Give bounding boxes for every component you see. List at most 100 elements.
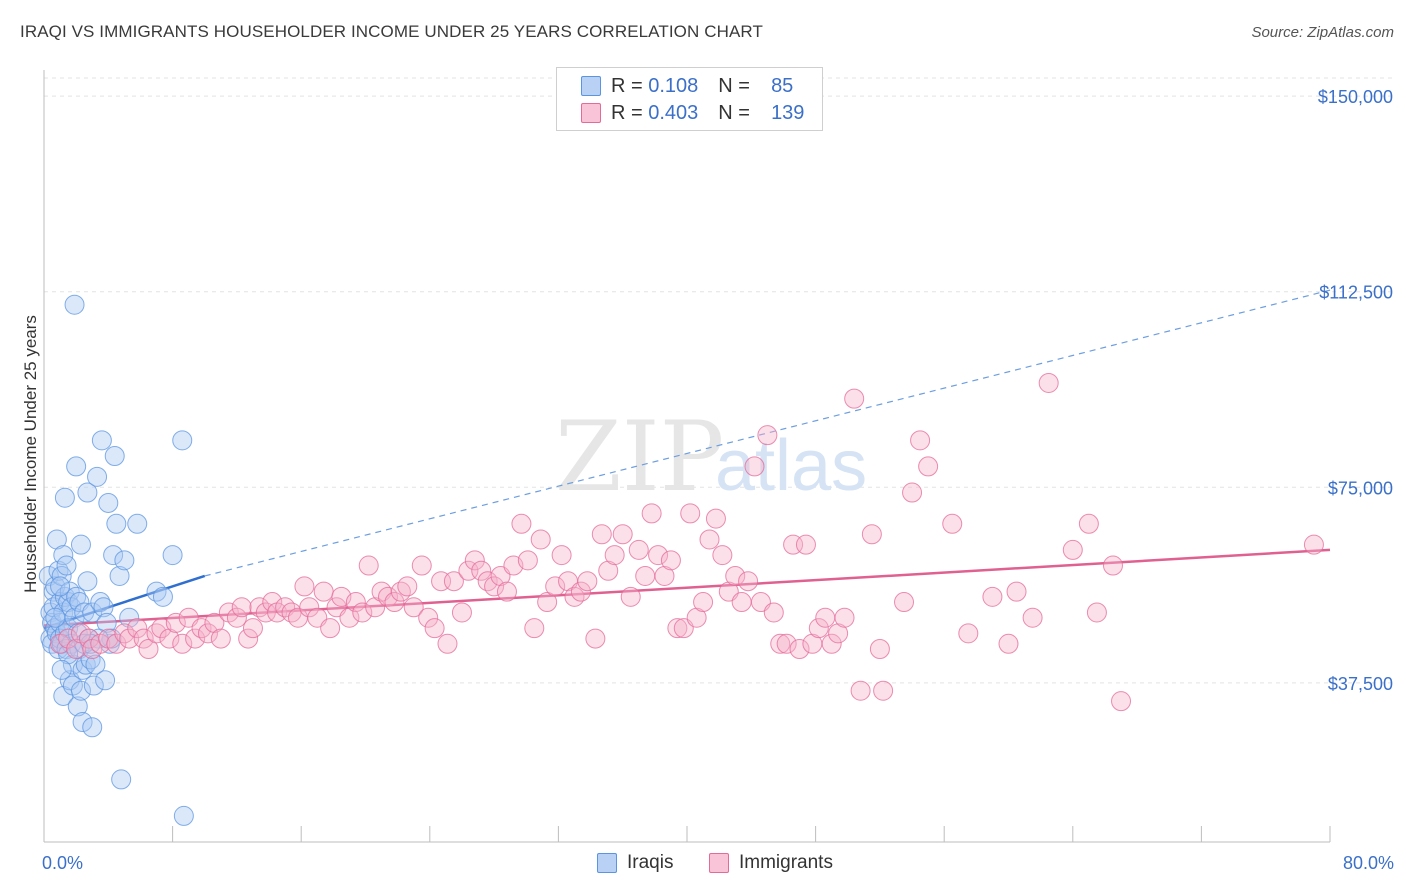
iraqis-point: [66, 586, 87, 607]
immigrants-point: [744, 456, 765, 477]
immigrants-point: [1086, 602, 1107, 623]
immigrants-point: [654, 565, 675, 586]
iraqis-point: [106, 513, 127, 534]
immigrants-point: [763, 602, 784, 623]
immigrants-point: [1038, 372, 1059, 393]
iraqis-point: [103, 545, 124, 566]
immigrants-point: [210, 628, 231, 649]
immigrants-point: [165, 612, 186, 633]
immigrants-point: [418, 607, 439, 628]
legend-r-label: R =: [611, 101, 643, 124]
chart-title: IRAQI VS IMMIGRANTS HOUSEHOLDER INCOME U…: [20, 22, 763, 41]
immigrants-point: [530, 529, 551, 550]
immigrants-point: [352, 602, 373, 623]
legend-n-label: N =: [718, 101, 750, 124]
immigrants-point: [712, 545, 733, 566]
iraqis-point: [91, 430, 112, 451]
iraqis-point: [172, 430, 193, 451]
immigrants-point: [496, 581, 517, 602]
immigrants-point: [776, 633, 797, 654]
iraqis-point: [87, 466, 108, 487]
immigrants-point: [451, 602, 472, 623]
immigrants-point: [358, 555, 379, 576]
legend-row-iraqis: R = 0.108 N = 85: [581, 73, 793, 99]
immigrants-point: [861, 524, 882, 545]
iraqis-point: [109, 565, 130, 586]
immigrants-point: [873, 680, 894, 701]
x-tick-label-min: 0.0%: [42, 853, 84, 873]
iraqis-point: [70, 680, 91, 701]
iraqis-point: [114, 550, 135, 571]
immigrants-point: [551, 545, 572, 566]
immigrants-point: [795, 534, 816, 555]
iraqis-point: [66, 456, 87, 477]
iraqis-point: [90, 592, 111, 613]
legend-swatch-iraqis: [581, 76, 601, 96]
iraqis-point: [70, 534, 91, 555]
immigrants-point: [1111, 691, 1132, 712]
legend-n-value: 85: [771, 74, 794, 97]
immigrants-point: [390, 581, 411, 602]
immigrants-point: [477, 571, 498, 592]
immigrants-point: [958, 623, 979, 644]
immigrants-point: [537, 592, 558, 613]
immigrants-point: [591, 524, 612, 545]
iraqis-point: [127, 513, 148, 534]
immigrants-point: [255, 602, 276, 623]
y-tick-labels: $37,500 $75,000 $112,500 $150,000: [1318, 87, 1393, 694]
immigrants-point: [1078, 513, 1099, 534]
immigrants-point: [127, 618, 148, 639]
immigrants-point: [910, 430, 931, 451]
iraqis-point: [45, 607, 66, 628]
immigrants-point: [942, 513, 963, 534]
immigrants-point: [384, 592, 405, 613]
immigrants-point: [894, 592, 915, 613]
iraqis-point: [111, 769, 132, 790]
y-tick-label: $112,500: [1319, 283, 1393, 303]
immigrants-point: [693, 592, 714, 613]
y-tick-label: $37,500: [1328, 674, 1393, 694]
immigrants-point: [238, 628, 259, 649]
iraqis-point: [85, 654, 106, 675]
immigrants-point: [1303, 534, 1324, 555]
immigrants-point: [757, 425, 778, 446]
immigrants-point: [197, 623, 218, 644]
immigrants-point: [815, 607, 836, 628]
immigrants-point: [577, 571, 598, 592]
immigrants-point: [598, 560, 619, 581]
immigrants-point: [1062, 539, 1083, 560]
iraqis-point: [54, 487, 75, 508]
immigrants-point: [564, 586, 585, 607]
iraqis-point: [56, 555, 77, 576]
immigrants-point: [524, 618, 545, 639]
immigrants-point: [320, 618, 341, 639]
immigrants-point: [411, 555, 432, 576]
immigrants-point: [699, 529, 720, 550]
watermark-atlas: atlas: [715, 426, 867, 506]
immigrants-point: [464, 550, 485, 571]
immigrants-point: [808, 618, 829, 639]
bottom-legend-swatch-immigrants: [709, 853, 729, 873]
bottom-legend-iraqis: Iraqis: [597, 852, 673, 874]
immigrants-point: [725, 565, 746, 586]
iraqis-point: [95, 670, 116, 691]
immigrants-point: [902, 482, 923, 503]
iraqis-point: [104, 446, 125, 466]
immigrants-point: [667, 618, 688, 639]
immigrants-point: [686, 607, 707, 628]
immigrants-point: [191, 618, 212, 639]
immigrants-point: [185, 628, 206, 649]
iraqis-point: [93, 597, 114, 618]
iraqis-point: [72, 659, 93, 680]
immigrants-point: [731, 592, 752, 613]
iraqis-point: [82, 602, 103, 623]
immigrants-trend-line: [43, 548, 1331, 627]
immigrants-point: [172, 633, 193, 654]
immigrants-point: [828, 623, 849, 644]
y-tick-label: $150,000: [1318, 87, 1393, 107]
bottom-legend-immigrants: Immigrants: [709, 852, 833, 874]
iraqis-point: [51, 565, 72, 586]
immigrants-point: [397, 576, 418, 597]
iraqis-point: [46, 529, 67, 550]
bottom-legend-swatch-iraqis: [597, 853, 617, 873]
